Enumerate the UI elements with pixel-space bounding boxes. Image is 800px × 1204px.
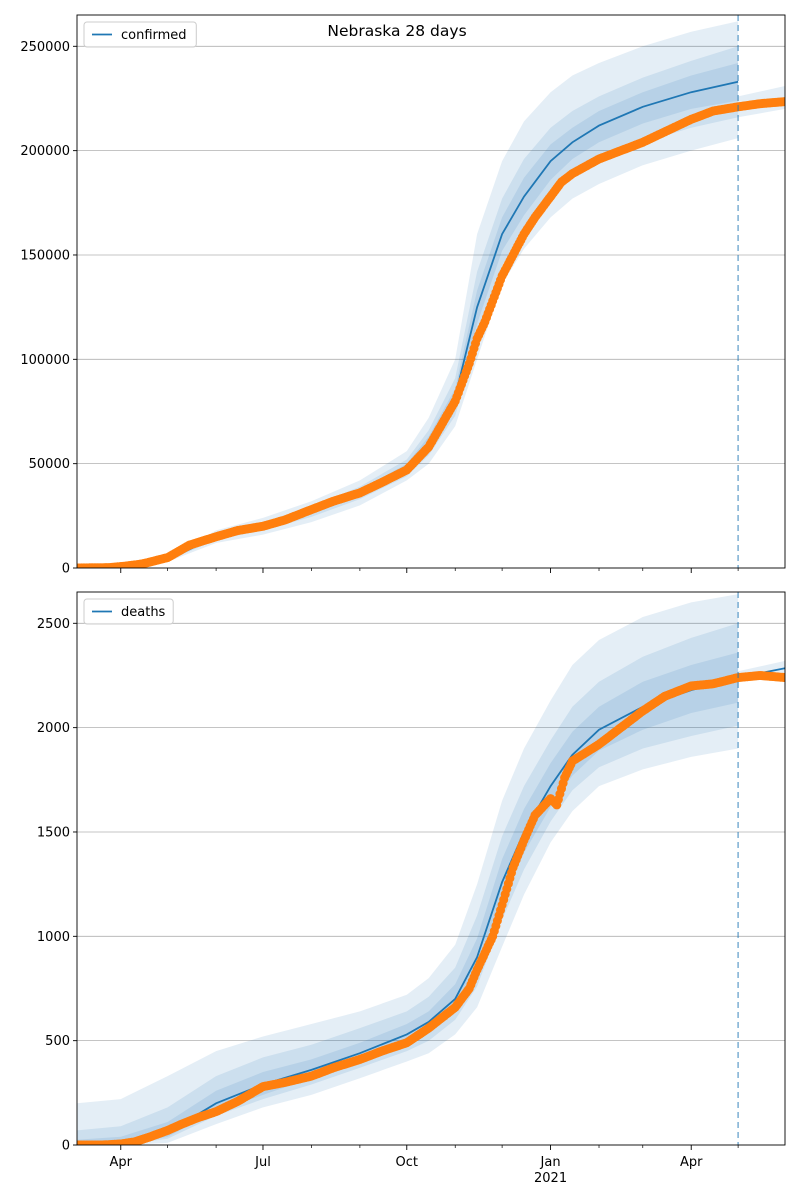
- deaths-x-tick-sublabel: 2021: [534, 1171, 567, 1186]
- deaths-y-tick-label: 0: [62, 1139, 70, 1154]
- deaths-band-outer: [77, 594, 739, 1145]
- confirmed-y-tick-label: 200000: [20, 144, 70, 159]
- confirmed-axes-frame: [76, 14, 786, 569]
- deaths-model-line: [77, 667, 785, 1145]
- confirmed-y-tick-label: 150000: [20, 248, 70, 263]
- confirmed-plot-area: [77, 21, 785, 568]
- confirmed-legend-label: confirmed: [121, 28, 187, 43]
- confirmed-y-tick-label: 250000: [20, 40, 70, 55]
- deaths-x-tick-label: Jul: [254, 1155, 271, 1170]
- deaths-x-tick-label: Jan: [540, 1155, 561, 1170]
- deaths-y-tick-label: 500: [45, 1034, 70, 1049]
- confirmed-observed-point: [780, 97, 785, 107]
- confirmed-y-tick-label: 100000: [20, 353, 70, 368]
- deaths-plot-area: [77, 594, 785, 1145]
- confirmed-band-outer: [77, 21, 739, 568]
- deaths-band-inner: [77, 652, 739, 1145]
- deaths-y-tick-label: 2500: [37, 617, 70, 632]
- deaths-x-tick-label: Oct: [396, 1155, 418, 1170]
- chart-title: Nebraska 28 days: [327, 22, 466, 40]
- confirmed-panel: 0 50000 100000 150000 200000 250000 confirmed: [20, 14, 786, 577]
- confirmed-y-tick-label: 0: [62, 562, 70, 577]
- confirmed-legend: confirmed: [83, 21, 197, 48]
- deaths-legend-label: deaths: [121, 605, 166, 620]
- deaths-x-tick-label: Apr: [680, 1155, 703, 1170]
- deaths-y-tick-label: 1000: [37, 930, 70, 945]
- deaths-legend-box: [83, 598, 174, 625]
- deaths-x-tick-label: Apr: [110, 1155, 133, 1170]
- deaths-y-tick-label: 2000: [37, 721, 70, 736]
- deaths-y-tick-label: 1500: [37, 825, 70, 840]
- deaths-legend: deaths: [83, 598, 174, 625]
- confirmed-y-tick-label: 50000: [29, 457, 70, 472]
- deaths-axes-frame: [76, 591, 786, 1146]
- confirmed-legend-box: [83, 21, 197, 48]
- deaths-observed-point: [780, 673, 785, 683]
